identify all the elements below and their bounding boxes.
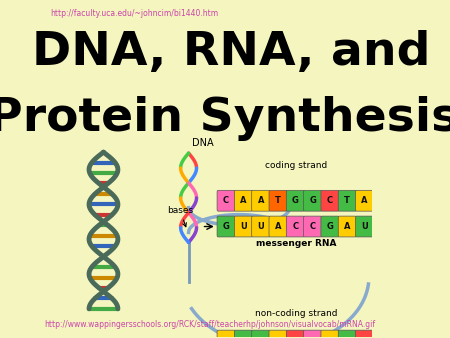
FancyBboxPatch shape bbox=[217, 190, 235, 211]
Text: http://faculty.uca.edu/~johncim/bi1440.htm: http://faculty.uca.edu/~johncim/bi1440.h… bbox=[50, 9, 218, 18]
Text: non-coding strand: non-coding strand bbox=[255, 309, 338, 318]
FancyBboxPatch shape bbox=[234, 216, 252, 237]
Text: T: T bbox=[344, 196, 350, 205]
FancyBboxPatch shape bbox=[286, 330, 304, 338]
Text: C: C bbox=[310, 222, 316, 231]
FancyBboxPatch shape bbox=[356, 216, 373, 237]
Text: T: T bbox=[275, 196, 281, 205]
Text: bases: bases bbox=[167, 206, 193, 227]
FancyBboxPatch shape bbox=[286, 216, 304, 237]
Text: DNA: DNA bbox=[192, 138, 214, 148]
FancyBboxPatch shape bbox=[304, 216, 322, 237]
Text: G: G bbox=[223, 222, 230, 231]
FancyBboxPatch shape bbox=[252, 190, 270, 211]
FancyBboxPatch shape bbox=[356, 190, 373, 211]
FancyBboxPatch shape bbox=[217, 216, 235, 237]
Text: A: A bbox=[240, 196, 247, 205]
FancyBboxPatch shape bbox=[338, 216, 356, 237]
FancyBboxPatch shape bbox=[269, 330, 287, 338]
Text: G: G bbox=[327, 222, 333, 231]
FancyBboxPatch shape bbox=[356, 330, 373, 338]
FancyBboxPatch shape bbox=[252, 216, 270, 237]
FancyBboxPatch shape bbox=[321, 190, 339, 211]
FancyBboxPatch shape bbox=[321, 216, 339, 237]
Text: http://www.wappingersschools.org/RCK/staff/teacherhp/johnson/visualvocab/mRNA.gi: http://www.wappingersschools.org/RCK/sta… bbox=[44, 320, 375, 329]
Text: DNA, RNA, and: DNA, RNA, and bbox=[32, 30, 430, 75]
Text: G: G bbox=[292, 196, 299, 205]
FancyBboxPatch shape bbox=[304, 330, 322, 338]
FancyBboxPatch shape bbox=[269, 216, 287, 237]
FancyBboxPatch shape bbox=[234, 330, 252, 338]
FancyBboxPatch shape bbox=[234, 190, 252, 211]
Text: U: U bbox=[257, 222, 264, 231]
FancyBboxPatch shape bbox=[338, 190, 356, 211]
FancyBboxPatch shape bbox=[269, 190, 287, 211]
FancyBboxPatch shape bbox=[321, 330, 339, 338]
FancyBboxPatch shape bbox=[286, 190, 304, 211]
Text: A: A bbox=[344, 222, 351, 231]
FancyBboxPatch shape bbox=[304, 190, 322, 211]
Text: C: C bbox=[292, 222, 298, 231]
Text: U: U bbox=[240, 222, 247, 231]
Text: A: A bbox=[257, 196, 264, 205]
Text: A: A bbox=[361, 196, 368, 205]
FancyBboxPatch shape bbox=[252, 330, 270, 338]
Text: A: A bbox=[275, 222, 281, 231]
FancyBboxPatch shape bbox=[338, 330, 356, 338]
Text: U: U bbox=[361, 222, 368, 231]
Text: G: G bbox=[309, 196, 316, 205]
Text: coding strand: coding strand bbox=[265, 161, 327, 170]
Text: C: C bbox=[223, 196, 229, 205]
Text: C: C bbox=[327, 196, 333, 205]
Text: Protein Synthesis: Protein Synthesis bbox=[0, 96, 450, 141]
Text: messenger RNA: messenger RNA bbox=[256, 239, 336, 248]
FancyBboxPatch shape bbox=[217, 330, 235, 338]
